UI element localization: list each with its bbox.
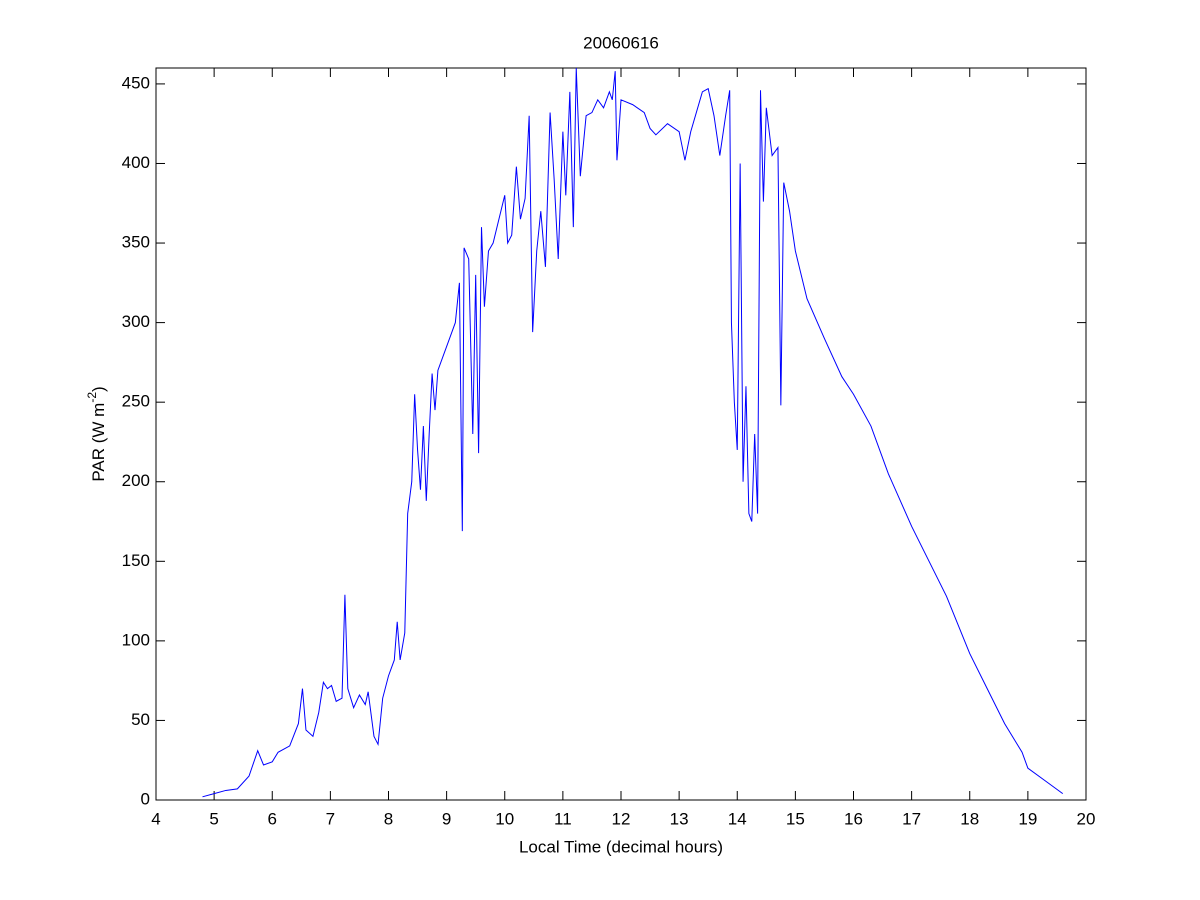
y-tick-label: 250 — [122, 392, 150, 411]
y-tick-label: 100 — [122, 630, 150, 649]
x-tick-label: 10 — [495, 809, 514, 828]
x-tick-label: 9 — [442, 809, 451, 828]
x-tick-label: 4 — [151, 809, 160, 828]
x-axis-label: Local Time (decimal hours) — [519, 837, 723, 856]
data-line — [202, 67, 1064, 798]
x-tick-label: 6 — [268, 809, 277, 828]
x-tick-label: 14 — [728, 809, 747, 828]
x-tick-label: 15 — [786, 809, 805, 828]
y-label-text: ) — [89, 386, 108, 392]
x-tick-label: 8 — [384, 809, 393, 828]
x-tick-label: 7 — [326, 809, 335, 828]
y-tick-label: 0 — [141, 789, 150, 808]
chart-title: 20060616 — [583, 33, 659, 52]
x-tick-label: 13 — [670, 809, 689, 828]
x-tick-label: 19 — [1018, 809, 1037, 828]
x-tick-label: 16 — [844, 809, 863, 828]
y-tick-label: 450 — [122, 73, 150, 92]
x-tick-label: 5 — [209, 809, 218, 828]
y-label-text: PAR (W m — [89, 403, 108, 482]
y-tick-label: 150 — [122, 551, 150, 570]
x-tick-label: 12 — [612, 809, 631, 828]
y-tick-label: 350 — [122, 233, 150, 252]
y-label-exponent: -2 — [85, 392, 99, 403]
x-tick-label: 17 — [902, 809, 921, 828]
y-tick-label: 50 — [131, 710, 150, 729]
x-tick-label: 20 — [1077, 809, 1096, 828]
x-tick-label: 11 — [554, 809, 572, 828]
y-tick-label: 200 — [122, 471, 150, 490]
plot-frame — [155, 67, 1087, 801]
y-tick-label: 300 — [122, 312, 150, 331]
y-axis-label: PAR (W m-2) — [85, 386, 108, 481]
y-tick-label: 400 — [122, 153, 150, 172]
x-tick-label: 18 — [960, 809, 979, 828]
